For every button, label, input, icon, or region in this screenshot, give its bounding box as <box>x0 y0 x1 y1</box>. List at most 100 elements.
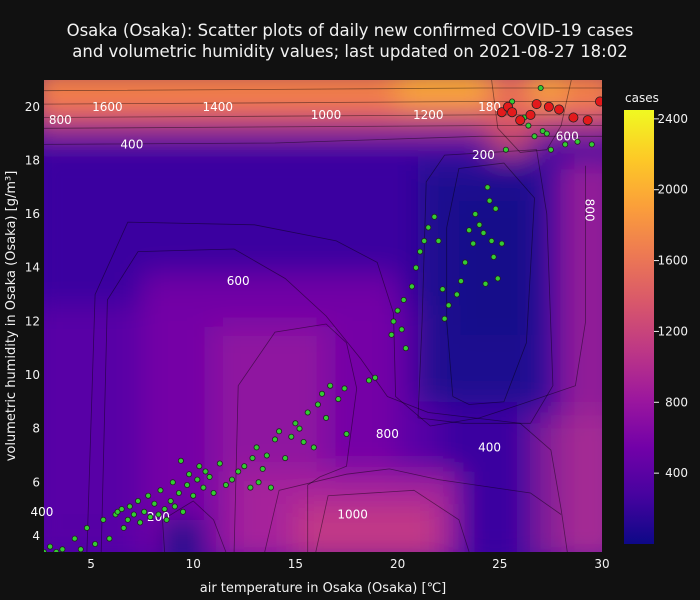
scatter-point-green <box>288 433 295 440</box>
x-axis: 5 10 15 20 25 30 <box>87 557 609 571</box>
scatter-point-green <box>175 489 182 496</box>
scatter-point-green <box>194 476 201 483</box>
contour-heatmap <box>44 80 602 552</box>
scatter-point-green <box>157 487 164 494</box>
scatter-point-green <box>196 463 203 470</box>
contour-label: 200 <box>472 148 495 162</box>
scatter-point-green <box>498 240 505 247</box>
x-tick-label: 25 <box>492 557 507 571</box>
y-tick-label: 14 <box>25 261 40 275</box>
scatter-point-green <box>296 425 303 432</box>
contour-labels: 1600 1400 800 1000 1200 180 400 200 600 800 600 800… <box>31 100 597 524</box>
colorbar-ticks: 400 800 1200 1600 2000 2400 <box>654 112 688 480</box>
scatter-point-green <box>547 146 554 153</box>
scatter-point-green <box>171 503 178 510</box>
scatter-point-green <box>343 430 350 437</box>
scatter-point-green <box>222 481 229 488</box>
scatter-point-green <box>100 516 107 523</box>
scatter-point-green <box>323 414 330 421</box>
scatter-point-green <box>228 476 235 483</box>
scatter-point-green <box>402 345 409 352</box>
scatter-point-green <box>431 213 438 220</box>
scatter-point-green <box>341 385 348 392</box>
y-tick-label: 12 <box>25 314 40 328</box>
contour-label: 600 <box>227 274 250 288</box>
colorbar-tick-label: 1200 <box>657 324 688 338</box>
scatter-point-green <box>502 146 509 153</box>
scatter-point-green <box>492 205 499 212</box>
colorbar-title: cases <box>625 91 659 105</box>
scatter-point-green <box>47 543 54 550</box>
scatter-point-green <box>59 546 66 552</box>
contour-label: 1200 <box>413 108 444 122</box>
scatter-point-green <box>190 492 197 499</box>
scatter-point-green <box>292 420 299 427</box>
scatter-point-red <box>525 109 536 120</box>
scatter-point-green <box>134 497 141 504</box>
scatter-point-green <box>241 463 248 470</box>
scatter-point-green <box>106 535 113 542</box>
scatter-point-green <box>417 248 424 255</box>
scatter-point-green <box>253 444 260 451</box>
scatter-point-green <box>390 318 397 325</box>
contour-label: 800 <box>376 427 399 441</box>
y-axis: 4 6 8 10 12 14 16 18 20 <box>25 100 40 543</box>
scatter-point-green <box>124 516 131 523</box>
scatter-point-green <box>476 221 483 228</box>
scatter-point-green <box>206 473 213 480</box>
scatter-point-green <box>130 511 137 518</box>
scatter-point-green <box>161 506 168 513</box>
scatter-point-green <box>184 481 191 488</box>
contour-label: 400 <box>478 440 501 454</box>
scatter-point-green <box>92 541 99 548</box>
scatter-point-green <box>276 428 283 435</box>
scatter-point-green <box>120 524 127 531</box>
scatter-point-green <box>83 524 90 531</box>
colorbar-gradient <box>624 110 654 544</box>
scatter-point-green <box>77 546 84 552</box>
scatter-point-green <box>304 409 311 416</box>
scatter-point-green <box>480 229 487 236</box>
contour-label: 600 <box>556 129 579 143</box>
contour-label: 800 <box>49 113 72 127</box>
scatter-point-green <box>53 549 60 552</box>
y-tick-label: 4 <box>32 529 40 543</box>
scatter-point-green <box>488 237 495 244</box>
scatter-point-green <box>453 291 460 298</box>
scatter-point-red <box>582 115 593 126</box>
scatter-point-green <box>300 438 307 445</box>
scatter-point-green <box>282 455 289 462</box>
scatter-point-green <box>400 296 407 303</box>
scatter-point-green <box>372 374 379 381</box>
colorbar-tick-label: 800 <box>665 395 688 409</box>
y-tick-label: 6 <box>32 475 40 489</box>
scatter-point-green <box>327 382 334 389</box>
contour-label: 800 <box>583 199 597 222</box>
scatter-point-green <box>537 85 544 92</box>
scatter-point-green <box>439 286 446 293</box>
scatter-point-green <box>216 460 223 467</box>
scatter-point-red <box>515 115 526 126</box>
scatter-point-red <box>554 104 565 115</box>
scatter-point-green <box>588 141 595 148</box>
scatter-point-green <box>145 492 152 499</box>
scatter-point-green <box>435 237 442 244</box>
scatter-point-green <box>462 259 469 266</box>
scatter-point-green <box>271 436 278 443</box>
scatter-point-green <box>235 468 242 475</box>
contour-label: 400 <box>31 505 54 519</box>
scatter-point-green <box>247 484 254 491</box>
chart-title-line-1: Osaka (Osaka): Scatter plots of daily ne… <box>66 21 634 40</box>
scatter-point-green <box>398 326 405 333</box>
scatter-point-green <box>408 283 415 290</box>
scatter-point-green <box>562 141 569 148</box>
scatter-point-green <box>525 122 532 129</box>
scatter-point-green <box>169 479 176 486</box>
scatter-point-green <box>155 511 162 518</box>
scatter-point-green <box>574 138 581 145</box>
colorbar: cases 400 800 1200 1600 2000 2400 <box>624 91 688 544</box>
scatter-point-green <box>539 127 546 134</box>
scatter-point-red <box>543 101 554 112</box>
scatter-point-green <box>259 465 266 472</box>
